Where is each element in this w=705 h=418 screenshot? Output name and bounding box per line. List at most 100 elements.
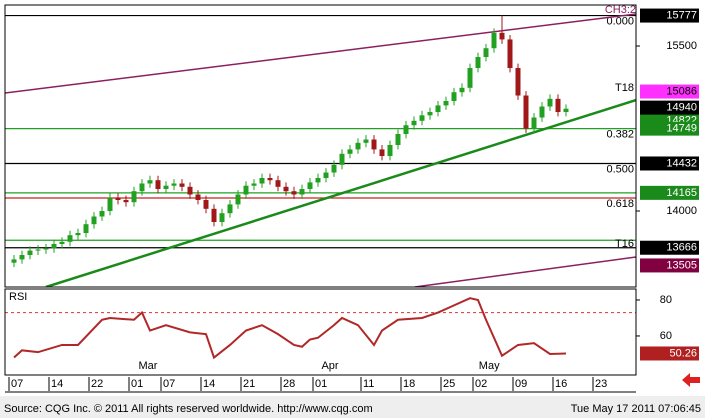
candle-body [59, 241, 65, 244]
candle-body [491, 32, 497, 49]
candle-body [507, 39, 513, 69]
level-label: 0.618 [606, 198, 634, 210]
candle-body [299, 189, 305, 195]
trend-line [5, 13, 636, 94]
candle-body [227, 204, 233, 214]
month-label: Mar [139, 360, 158, 372]
candle-body [563, 108, 569, 113]
trend-line [414, 256, 636, 287]
rsi-title: RSI [9, 291, 27, 303]
candle-body [75, 232, 81, 236]
candle-body [131, 191, 137, 203]
candle-body [347, 149, 353, 154]
candle-body [243, 185, 249, 195]
price-frame [4, 4, 637, 288]
last-value-box [640, 346, 699, 361]
candle-body [547, 98, 553, 107]
chart-title: CH3:2 [605, 4, 636, 16]
candle-body [411, 120, 417, 126]
candle-body [11, 259, 17, 263]
level-label: 0.500 [606, 163, 634, 175]
price-box-label: 14165 [666, 187, 697, 199]
candle-body [539, 106, 545, 118]
candle-body [427, 112, 433, 116]
candle-body [315, 178, 321, 183]
price-box [640, 8, 699, 23]
candle-body [155, 180, 161, 190]
price-box [640, 258, 699, 273]
axes: 1400015500157771508614822149401474914432… [8, 8, 699, 391]
price-box-label: 14432 [666, 157, 697, 169]
candle-body [43, 248, 49, 250]
candle-body [467, 68, 473, 88]
x-tick-label: 22 [91, 378, 103, 390]
x-tick-label: 16 [555, 378, 567, 390]
candle-body [91, 216, 97, 225]
candle-body [395, 134, 401, 146]
month-label: May [479, 360, 500, 372]
x-tick-label: 28 [283, 378, 295, 390]
candle-body [275, 180, 281, 187]
y-tick-label: 14000 [666, 205, 697, 217]
candle-body [35, 249, 41, 251]
candle-body [355, 142, 361, 150]
rsi-line [13, 297, 567, 360]
x-tick-label: 14 [51, 378, 63, 390]
y-tick-label: 80 [660, 294, 672, 306]
footer-bar [0, 396, 705, 418]
annotation: T18 [615, 82, 634, 94]
price-box-label: 13505 [666, 259, 697, 271]
candle-body [331, 164, 337, 173]
x-tick-label: 11 [363, 378, 374, 390]
price-panel: 0.000 0.382 0.500 0.618 T18 T16 [5, 13, 636, 287]
candle-body [99, 211, 105, 217]
candle-body [387, 145, 393, 157]
x-tick-label: 01 [315, 378, 327, 390]
candle-body [435, 105, 441, 113]
candle-body [107, 197, 113, 212]
candle-body [235, 194, 241, 205]
candle-body [267, 178, 273, 181]
x-tick-label: 25 [443, 378, 455, 390]
candle-body [27, 250, 33, 255]
price-box [640, 121, 699, 136]
candle-body [147, 180, 153, 184]
candle-body [523, 95, 529, 129]
price-box [640, 156, 699, 171]
x-tick-label: 07 [11, 378, 23, 390]
candle-body [259, 178, 265, 184]
level-label: 0.000 [606, 15, 634, 27]
candle-body [115, 197, 121, 201]
candle-body [403, 125, 409, 135]
y-tick-label: 15500 [666, 40, 697, 52]
price-box [640, 100, 699, 115]
y-tick-label: 60 [660, 330, 672, 342]
price-box [640, 84, 699, 99]
candle-body [475, 57, 481, 69]
footer-timestamp: Tue May 17 2011 07:06:45 [571, 403, 701, 415]
price-box-label: 14749 [666, 123, 697, 135]
candle-body [179, 183, 185, 187]
scroll-arrow[interactable] [682, 373, 700, 387]
x-tick-label: 09 [515, 378, 527, 390]
candle-body [531, 117, 537, 129]
x-tick-label: 02 [475, 378, 487, 390]
candle-body [291, 191, 297, 195]
price-box-label: 15086 [666, 85, 697, 97]
candle-body [483, 48, 489, 58]
candle-body [51, 243, 57, 249]
footer-source: Source: CQG Inc. © 2011 All rights reser… [4, 403, 373, 415]
candle-body [211, 208, 217, 222]
rsi-panel: Mar Apr May [5, 297, 636, 372]
price-box [640, 240, 699, 255]
candle-body [499, 32, 505, 40]
candle-body [187, 186, 193, 195]
candle-body [19, 254, 25, 260]
price-box-label: 15777 [666, 9, 697, 21]
candle-body [171, 183, 177, 186]
candle-body [363, 139, 369, 143]
candle-body [251, 183, 257, 186]
